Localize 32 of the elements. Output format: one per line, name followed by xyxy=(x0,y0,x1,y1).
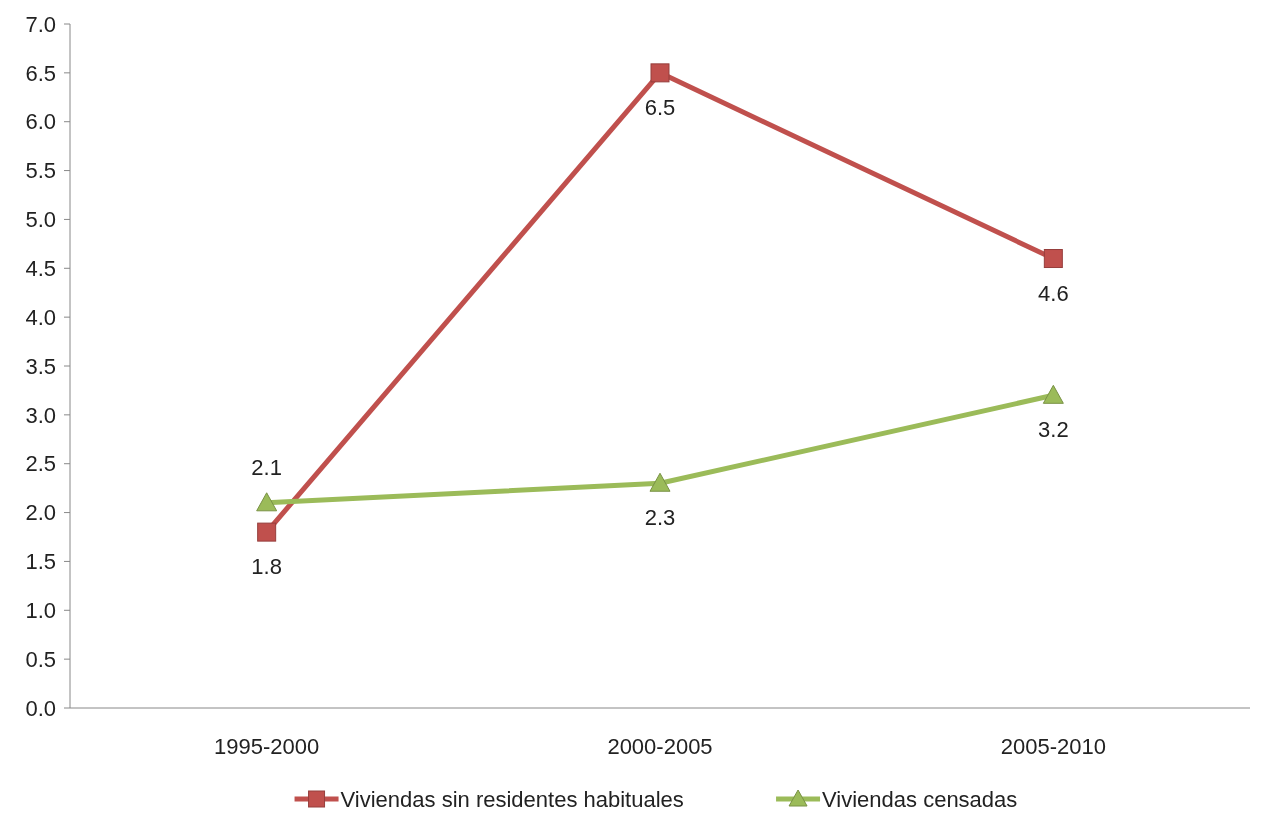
data-label: 4.6 xyxy=(1038,280,1069,306)
y-tick-label: 2.0 xyxy=(25,500,56,526)
y-tick-label: 1.0 xyxy=(25,597,56,623)
y-tick-label: 3.0 xyxy=(25,402,56,428)
y-tick-label: 0.0 xyxy=(25,695,56,721)
y-tick-label: 6.0 xyxy=(25,109,56,135)
data-label: 2.1 xyxy=(251,454,282,480)
point xyxy=(649,472,671,492)
data-label: 2.3 xyxy=(644,505,676,531)
point xyxy=(257,522,277,542)
point xyxy=(1042,384,1064,404)
x-tick-label: 2000-2005 xyxy=(607,734,713,759)
point xyxy=(1043,249,1063,269)
data-label: 3.2 xyxy=(1038,417,1069,443)
y-tick-label: 5.0 xyxy=(25,207,56,233)
x-tick-label: 1995-2000 xyxy=(214,734,320,759)
legend-label: Viviendas sin residentes habituales xyxy=(340,786,684,812)
y-tick-label: 4.5 xyxy=(25,255,56,281)
y-tick-label: 4.0 xyxy=(25,304,56,330)
x-tick-label: 2005-2010 xyxy=(1000,734,1106,759)
y-tick-label: 1.5 xyxy=(25,549,56,575)
y-tick-label: 6.5 xyxy=(25,60,56,86)
y-tick-label: 3.5 xyxy=(25,353,56,379)
y-tick-label: 0.5 xyxy=(25,646,56,672)
data-label: 6.5 xyxy=(644,94,676,120)
y-tick-label: 7.0 xyxy=(25,11,56,37)
y-tick-label: 5.5 xyxy=(25,158,56,184)
point xyxy=(650,63,670,83)
data-label: 1.8 xyxy=(251,554,282,580)
point xyxy=(256,492,278,512)
y-tick-label: 2.5 xyxy=(25,451,56,477)
legend-label: Viviendas censadas xyxy=(822,786,1018,812)
